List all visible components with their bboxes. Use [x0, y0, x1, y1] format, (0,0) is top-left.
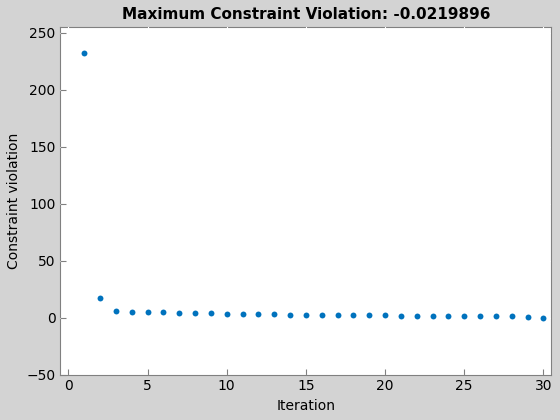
- Point: [159, 309, 168, 315]
- Point: [539, 314, 548, 321]
- Point: [318, 312, 326, 318]
- Point: [396, 312, 405, 319]
- Point: [301, 312, 310, 318]
- X-axis label: Iteration: Iteration: [277, 399, 335, 413]
- Point: [507, 313, 516, 320]
- Point: [127, 308, 136, 315]
- Point: [444, 312, 453, 319]
- Title: Maximum Constraint Violation: -0.0219896: Maximum Constraint Violation: -0.0219896: [122, 7, 490, 22]
- Point: [96, 295, 105, 302]
- Point: [143, 309, 152, 315]
- Point: [428, 312, 437, 319]
- Point: [222, 310, 231, 317]
- Point: [190, 310, 199, 316]
- Point: [475, 313, 484, 320]
- Point: [207, 310, 216, 317]
- Point: [111, 308, 120, 315]
- Point: [365, 312, 374, 319]
- Point: [333, 312, 342, 318]
- Point: [492, 313, 501, 320]
- Y-axis label: Constraint violation: Constraint violation: [7, 133, 21, 269]
- Point: [460, 312, 469, 319]
- Point: [270, 311, 279, 318]
- Point: [80, 50, 88, 57]
- Point: [412, 312, 421, 319]
- Point: [349, 312, 358, 318]
- Point: [254, 311, 263, 318]
- Point: [523, 313, 532, 320]
- Point: [175, 309, 184, 316]
- Point: [381, 312, 390, 319]
- Point: [238, 311, 247, 318]
- Point: [286, 311, 295, 318]
